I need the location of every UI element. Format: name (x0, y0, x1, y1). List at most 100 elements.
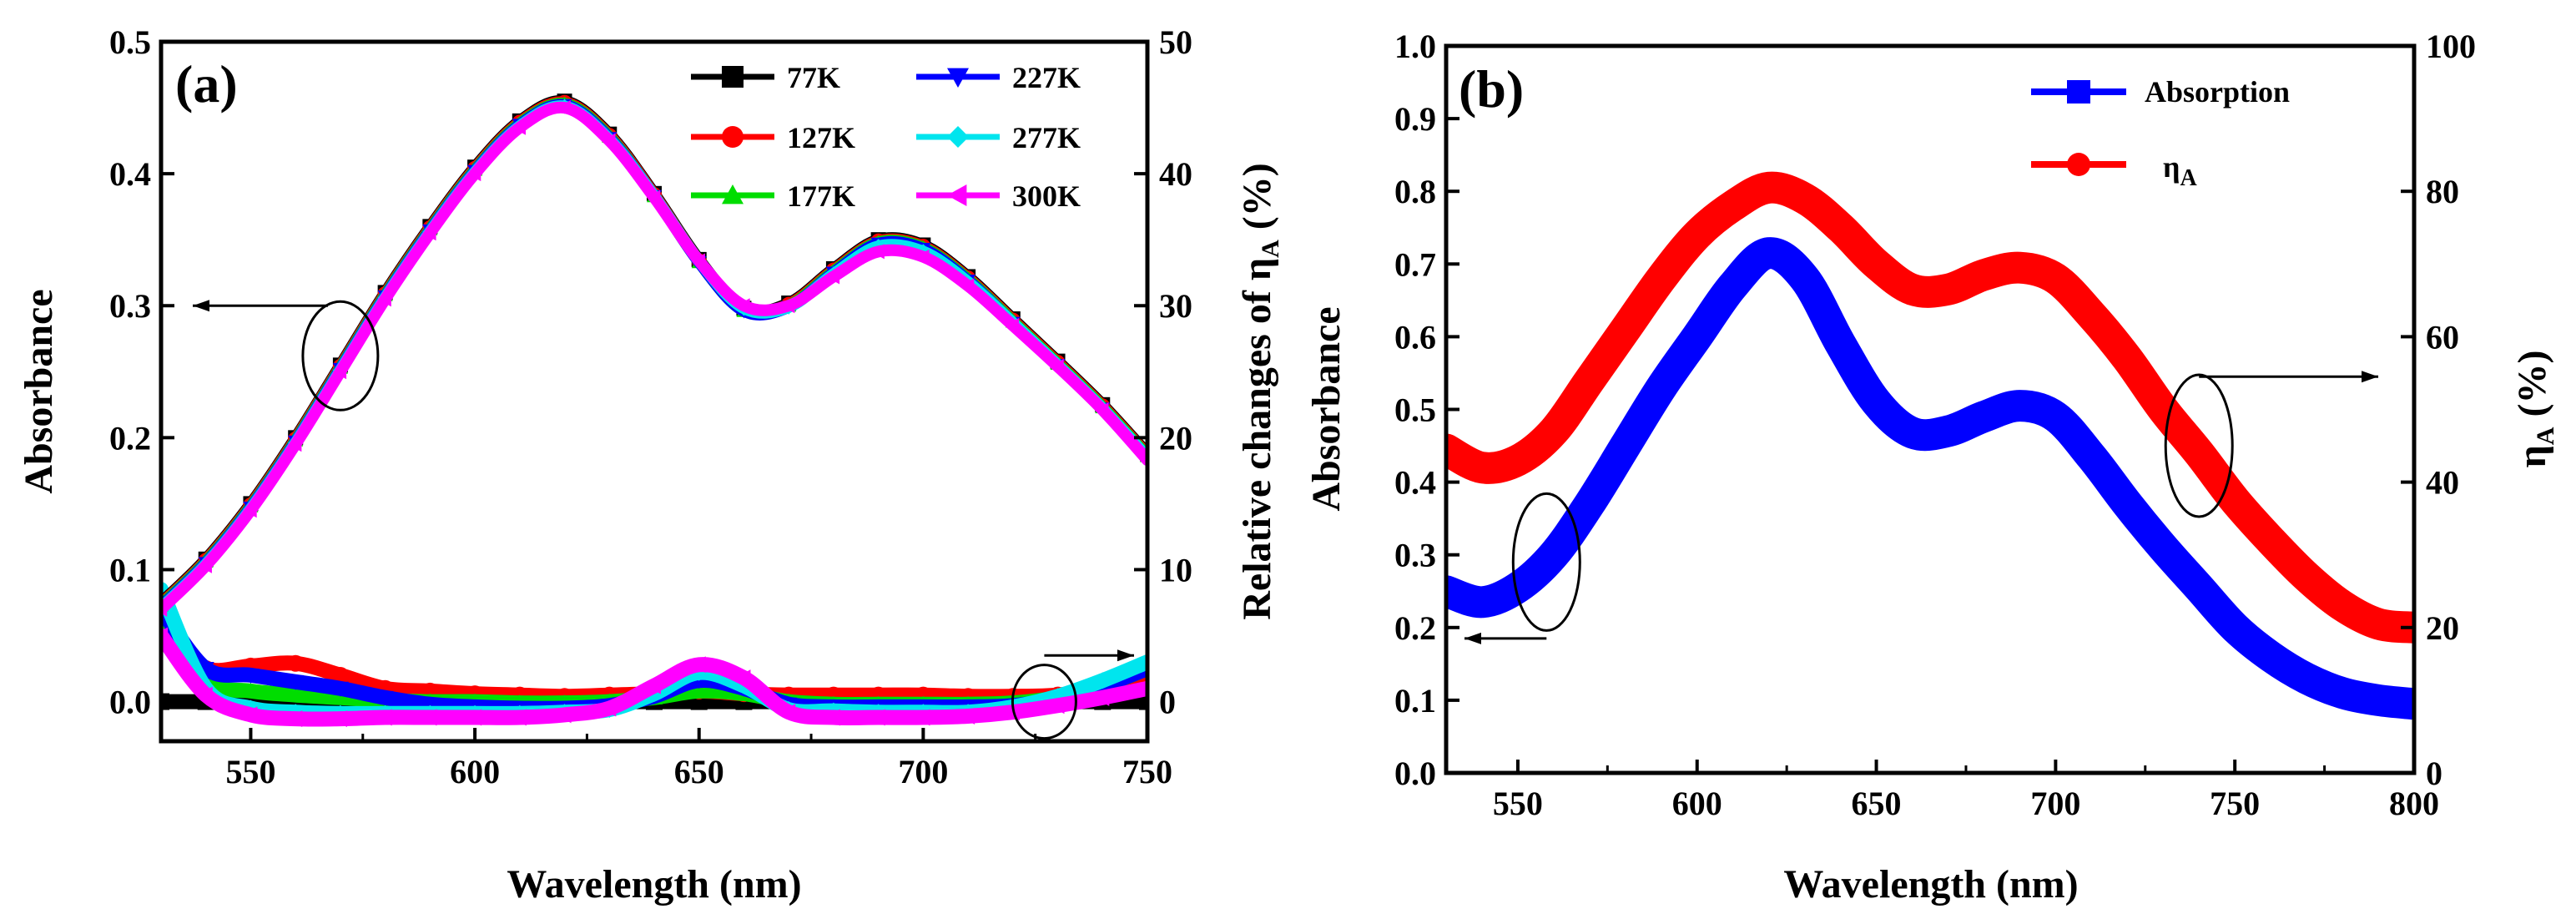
y2-tick-label: 20 (1159, 419, 1192, 457)
absorbance-point (243, 502, 257, 518)
panel-b-y2-ticks: 0 20 40 60 80 100 (2401, 28, 2476, 792)
panel-b-x-ticks: 550 600 650 700 750 800 (1493, 760, 2439, 822)
x-tick-label: 600 (450, 753, 500, 790)
absorption-point (2332, 682, 2354, 704)
annotation-arrow-left (193, 300, 328, 312)
curve-eta-a (1446, 171, 2414, 644)
eta-a-point (2332, 594, 2354, 617)
panel-b-annotations (1464, 371, 2379, 644)
y2-tick-label: 100 (2426, 28, 2476, 65)
absorbance-point (1050, 358, 1064, 374)
rel-change-point (242, 668, 260, 684)
rel-change-point (287, 710, 303, 728)
rel-change-point (960, 707, 975, 725)
legend-marker-300K (947, 184, 967, 206)
legend-label-277K: 277K (1012, 121, 1081, 154)
legend-marker-127K (722, 126, 744, 148)
legend-label-eta: η (2163, 150, 2180, 184)
panel-a-x-axis-title: Wavelength (nm) (507, 862, 801, 906)
legend-marker-1 (2067, 153, 2090, 176)
absorption-point (2080, 446, 2103, 468)
absorption-point (2009, 395, 2031, 417)
absorption-point (1865, 391, 1888, 413)
rel-change-point (870, 709, 885, 726)
rel-change-point (556, 706, 572, 724)
absorption-point (1614, 435, 1636, 457)
legend-label-eta-a: ηA (2163, 150, 2197, 191)
panel-a-legend: 77K 127K 177K 227K 277K 300K (691, 61, 1081, 213)
panel-b-label: (b) (1459, 59, 1524, 119)
absorption-point (2188, 576, 2211, 598)
eta-a-point (2224, 489, 2246, 512)
annotation-ellipse-right (2164, 373, 2234, 518)
absorption-point (1793, 267, 1816, 290)
legend-label-absorption: Absorption (2145, 75, 2290, 109)
absorption-point (2367, 689, 2390, 711)
rel-change-point (824, 709, 840, 726)
curve-absorption (1446, 237, 2414, 720)
annotation-arrow-left (1464, 632, 1547, 644)
legend-label-127K: 127K (787, 121, 855, 154)
absorption-point (1901, 422, 1923, 444)
eta-a-point (2044, 267, 2067, 290)
y-tick-label: 0.0 (1394, 755, 1436, 792)
absorption-point (2224, 616, 2246, 639)
rel-change-point (601, 699, 617, 717)
eta-a-point (1506, 449, 1529, 472)
absorbance-point (512, 119, 527, 135)
absorption-point (1722, 275, 1744, 297)
absorbance-point (198, 558, 212, 573)
x-tick-label: 750 (2210, 785, 2260, 822)
rel-change-point (331, 666, 349, 684)
x-tick-label: 650 (674, 753, 724, 790)
panel-a-curves (161, 93, 1147, 728)
y2-tick-label: 0 (2426, 755, 2442, 792)
absorption-point (1829, 333, 1852, 356)
rel-change-point (690, 656, 706, 674)
panel-a-frame (159, 39, 1150, 744)
y2-tick-label: 50 (1159, 23, 1192, 61)
absorption-point (1470, 591, 1493, 614)
y2-tick-label: 30 (1159, 287, 1192, 325)
rel-change-point (466, 709, 482, 726)
legend-marker-277K (947, 126, 969, 148)
annotation-arrow-left-head (193, 300, 209, 312)
eta-a-point (1722, 194, 1744, 217)
legend-label-177K: 177K (787, 179, 855, 213)
annotation-arrow-right (2199, 371, 2379, 383)
legend-label-227K: 227K (1012, 61, 1081, 94)
annotation-ellipse-right (1011, 664, 1077, 740)
panel-a-label: (a) (175, 54, 238, 114)
absorbance-point (915, 249, 930, 265)
x-tick-label: 550 (225, 753, 275, 790)
rel-change-point (421, 709, 437, 726)
rel-change-point (646, 677, 661, 694)
y-tick-label: 0.1 (1394, 682, 1436, 720)
panel-b-y2-axis-title: ηA (%) (2510, 351, 2559, 468)
panel-b-legend: Absorption ηA (2031, 75, 2290, 191)
y-tick-label: 0.9 (1394, 100, 1436, 138)
absorbance-point (377, 291, 391, 307)
panel-b-curves (1446, 171, 2414, 720)
eta-a-point (1650, 267, 1672, 290)
annotation-arrow-right-head (1117, 649, 1134, 662)
panel-b-y-axis-title: Absorbance (1304, 306, 1348, 511)
absorbance-point (781, 298, 795, 314)
x-tick-label: 650 (1852, 785, 1902, 822)
panel-a-x-ticks: 550 600 650 700 750 (225, 728, 1172, 790)
y-tick-label: 0.4 (1394, 464, 1436, 502)
y-tick-label: 0.2 (1394, 609, 1436, 647)
eta-a-point (2080, 304, 2103, 326)
y-tick-label: 0.5 (109, 23, 151, 61)
absorbance-curve-300K (161, 101, 1147, 615)
absorption-point (2044, 406, 2067, 428)
y-tick-label: 0.2 (109, 419, 151, 457)
absorbance-point (602, 133, 616, 149)
rel-change-point (287, 654, 305, 672)
y-tick-label: 0.8 (1394, 173, 1436, 210)
absorbance-point (825, 269, 840, 285)
eta-a-point (1686, 224, 1708, 246)
annotation-ellipse-left (301, 300, 380, 412)
absorbance-point (1095, 402, 1109, 418)
annotation-arrow-right-head (2362, 371, 2379, 383)
